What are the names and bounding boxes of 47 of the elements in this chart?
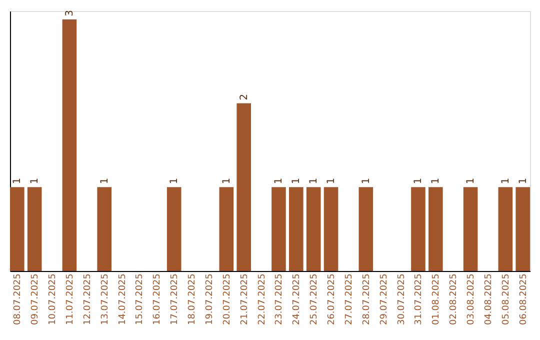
data-label: 1 bbox=[221, 178, 232, 184]
x-tick-label: 08.07.2025 bbox=[13, 274, 24, 326]
data-label: 2 bbox=[238, 94, 250, 100]
data-label: 1 bbox=[99, 178, 110, 184]
data-label: 1 bbox=[360, 178, 372, 184]
x-tick-label: 18.07.2025 bbox=[188, 274, 198, 326]
x-tick-label: 22.07.2025 bbox=[257, 274, 268, 326]
x-tick-label: 06.08.2025 bbox=[518, 274, 529, 326]
data-label: 1 bbox=[274, 178, 285, 184]
data-label: 1 bbox=[30, 178, 41, 184]
x-tick-label: 24.07.2025 bbox=[292, 274, 302, 326]
x-tick-label: 10.07.2025 bbox=[48, 274, 58, 326]
x-tick-label: 13.07.2025 bbox=[100, 274, 110, 326]
x-tick-label: 03.08.2025 bbox=[466, 274, 477, 326]
data-label: 1 bbox=[500, 178, 512, 184]
x-tick-label: 21.07.2025 bbox=[240, 274, 250, 326]
data-label: 1 bbox=[430, 178, 442, 184]
x-tick-label: 19.07.2025 bbox=[204, 274, 215, 326]
data-label: 1 bbox=[291, 178, 302, 184]
x-tick-label: 31.07.2025 bbox=[414, 274, 424, 326]
data-label: 1 bbox=[518, 178, 529, 184]
data-label: 1 bbox=[466, 178, 477, 184]
data-label: 3 bbox=[64, 10, 76, 16]
x-tick-label: 09.07.2025 bbox=[30, 274, 41, 326]
x-tick-label: 05.08.2025 bbox=[501, 274, 512, 326]
x-tick-label: 02.08.2025 bbox=[449, 274, 460, 326]
x-tick-label: 20.07.2025 bbox=[222, 274, 232, 326]
x-tick-label: 30.07.2025 bbox=[396, 274, 407, 326]
data-label: 1 bbox=[326, 178, 338, 184]
data-label: 1 bbox=[12, 178, 24, 184]
data-label: 1 bbox=[308, 178, 320, 184]
x-tick-label: 26.07.2025 bbox=[327, 274, 338, 326]
x-tick-label: 29.07.2025 bbox=[379, 274, 390, 326]
x-tick-label: 16.07.2025 bbox=[152, 274, 163, 326]
x-tick-label: 27.07.2025 bbox=[344, 274, 354, 326]
x-tick-label: 23.07.2025 bbox=[274, 274, 285, 326]
data-label: 1 bbox=[169, 178, 180, 184]
x-tick-label: 28.07.2025 bbox=[362, 274, 372, 326]
x-tick-label: 15.07.2025 bbox=[135, 274, 146, 326]
x-tick-label: 12.07.2025 bbox=[82, 274, 93, 326]
x-tick-label: 11.07.2025 bbox=[65, 274, 76, 326]
data-label: 1 bbox=[413, 178, 424, 184]
x-tick-label: 14.07.2025 bbox=[118, 274, 128, 326]
x-tick-label: 25.07.2025 bbox=[310, 274, 320, 326]
x-tick-label: 17.07.2025 bbox=[170, 274, 180, 326]
x-tick-label: 01.08.2025 bbox=[432, 274, 442, 326]
x-tick-label: 04.08.2025 bbox=[484, 274, 494, 326]
